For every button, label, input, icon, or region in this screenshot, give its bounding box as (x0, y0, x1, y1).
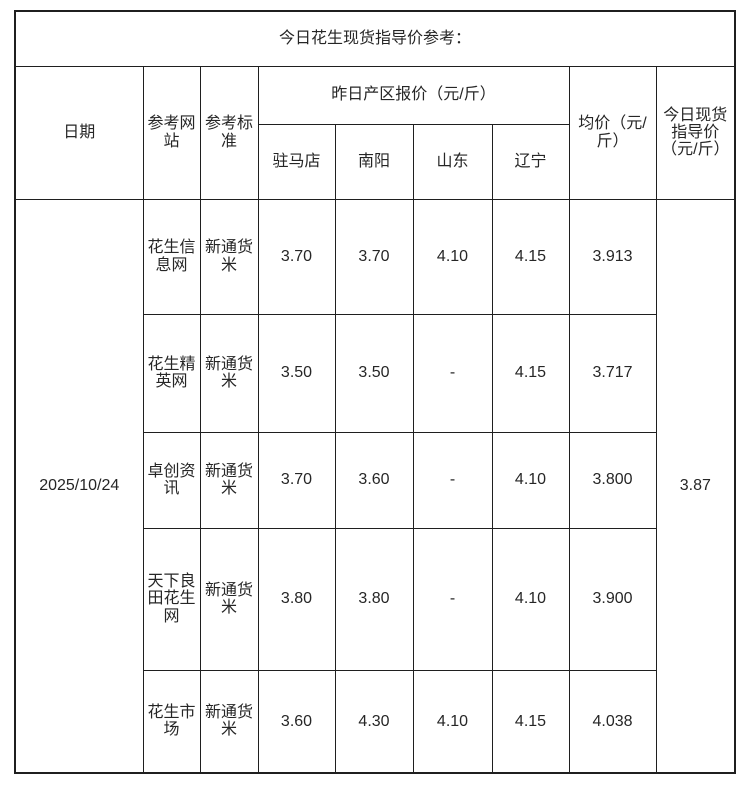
standard-cell: 新通货米 (199, 431, 259, 529)
standard-cell: 新通货米 (199, 669, 259, 774)
standard-cell: 新通货米 (199, 527, 259, 671)
site-cell: 卓创资讯 (142, 431, 201, 529)
site-cell: 花生市场 (142, 669, 201, 774)
date-cell: 2025/10/24 (14, 198, 144, 774)
price-zhumadian: 3.70 (257, 431, 336, 529)
header-date: 日期 (14, 65, 144, 200)
average-price-cell: 3.913 (568, 198, 657, 315)
average-price-cell: 3.900 (568, 527, 657, 671)
average-price-cell: 3.717 (568, 313, 657, 433)
today-guide-price-cell: 3.87 (655, 198, 736, 774)
price-nanyang: 4.30 (334, 669, 414, 774)
average-price-cell: 3.800 (568, 431, 657, 529)
site-cell: 花生信息网 (142, 198, 201, 315)
price-nanyang: 3.80 (334, 527, 414, 671)
header-average-price: 均价（元/斤） (568, 65, 657, 200)
price-zhumadian: 3.50 (257, 313, 336, 433)
header-today-guide-price: 今日现货指导价（元/斤） (655, 65, 736, 200)
table-row: 2025/10/24 花生信息网 新通货米 3.70 3.70 4.10 4.1… (14, 198, 736, 774)
table-row: 天下良田花生网 新通货米 3.80 3.80 - 4.10 3.900 (15, 527, 735, 671)
header-region-nanyang: 南阳 (334, 123, 414, 200)
site-cell: 花生精英网 (142, 313, 201, 433)
standard-cell: 新通货米 (199, 313, 259, 433)
price-liaoning: 4.15 (491, 198, 570, 315)
price-liaoning: 4.15 (491, 669, 570, 774)
price-nanyang: 3.60 (334, 431, 414, 529)
header-region-liaoning: 辽宁 (491, 123, 570, 200)
header-row-top: 日期 参考网站 参考标准 昨日产区报价（元/斤） 均价（元/斤） 今日现货指导价… (14, 65, 736, 200)
price-zhumadian: 3.80 (257, 527, 336, 671)
price-liaoning: 4.15 (491, 313, 570, 433)
header-row-regions: 驻马店 南阳 山东 辽宁 (15, 123, 735, 200)
price-shandong: 4.10 (412, 198, 493, 315)
table-row: 花生市场 新通货米 3.60 4.30 4.10 4.15 4.038 (15, 669, 735, 774)
price-liaoning: 4.10 (491, 527, 570, 671)
header-region-shandong: 山东 (412, 123, 493, 200)
table-title: 今日花生现货指导价参考： (14, 10, 736, 67)
peanut-price-table: 今日花生现货指导价参考： 日期 参考网站 参考标准 昨日产区报价（元/斤） 均价… (14, 10, 737, 774)
price-shandong: 4.10 (412, 669, 493, 774)
title-row: 今日花生现货指导价参考： (14, 10, 736, 67)
average-price-cell: 4.038 (568, 669, 657, 774)
price-shandong: - (412, 527, 493, 671)
price-nanyang: 3.50 (334, 313, 414, 433)
price-zhumadian: 3.60 (257, 669, 336, 774)
price-shandong: - (412, 431, 493, 529)
standard-cell: 新通货米 (199, 198, 259, 315)
table-row: 卓创资讯 新通货米 3.70 3.60 - 4.10 3.800 (15, 431, 735, 529)
header-region-zhumadian: 驻马店 (257, 123, 336, 200)
table-row: 花生精英网 新通货米 3.50 3.50 - 4.15 3.717 (15, 313, 735, 433)
price-nanyang: 3.70 (334, 198, 414, 315)
header-yesterday-region-price-group: 昨日产区报价（元/斤） (257, 65, 570, 125)
header-reference-site: 参考网站 (142, 65, 201, 200)
header-reference-standard: 参考标准 (199, 65, 259, 200)
price-liaoning: 4.10 (491, 431, 570, 529)
price-shandong: - (412, 313, 493, 433)
price-zhumadian: 3.70 (257, 198, 336, 315)
site-cell: 天下良田花生网 (142, 527, 201, 671)
